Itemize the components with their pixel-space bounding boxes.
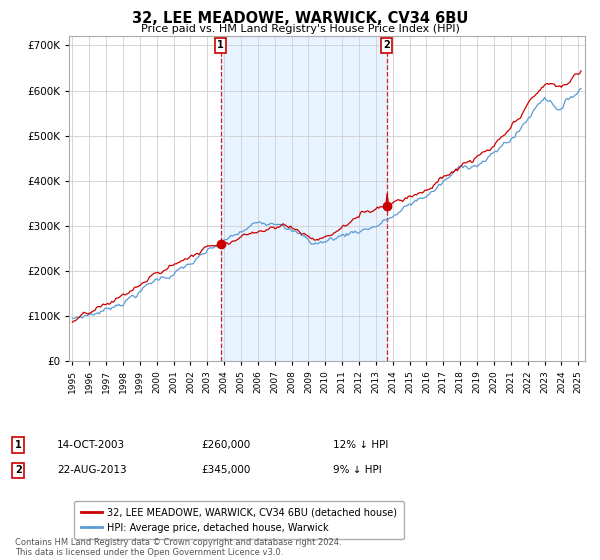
- Text: £260,000: £260,000: [201, 440, 250, 450]
- Text: 32, LEE MEADOWE, WARWICK, CV34 6BU: 32, LEE MEADOWE, WARWICK, CV34 6BU: [132, 11, 468, 26]
- Text: 22-AUG-2013: 22-AUG-2013: [57, 465, 127, 475]
- Text: Price paid vs. HM Land Registry's House Price Index (HPI): Price paid vs. HM Land Registry's House …: [140, 24, 460, 34]
- Text: 9% ↓ HPI: 9% ↓ HPI: [333, 465, 382, 475]
- Bar: [221, 36, 386, 361]
- Text: 14-OCT-2003: 14-OCT-2003: [57, 440, 125, 450]
- Text: Contains HM Land Registry data © Crown copyright and database right 2024.
This d: Contains HM Land Registry data © Crown c…: [15, 538, 341, 557]
- Legend: 32, LEE MEADOWE, WARWICK, CV34 6BU (detached house), HPI: Average price, detache: 32, LEE MEADOWE, WARWICK, CV34 6BU (deta…: [74, 501, 404, 539]
- Text: 2: 2: [383, 40, 390, 50]
- Text: 12% ↓ HPI: 12% ↓ HPI: [333, 440, 388, 450]
- Text: £345,000: £345,000: [201, 465, 250, 475]
- Text: 1: 1: [217, 40, 224, 50]
- Text: 2: 2: [15, 465, 22, 475]
- Text: 1: 1: [15, 440, 22, 450]
